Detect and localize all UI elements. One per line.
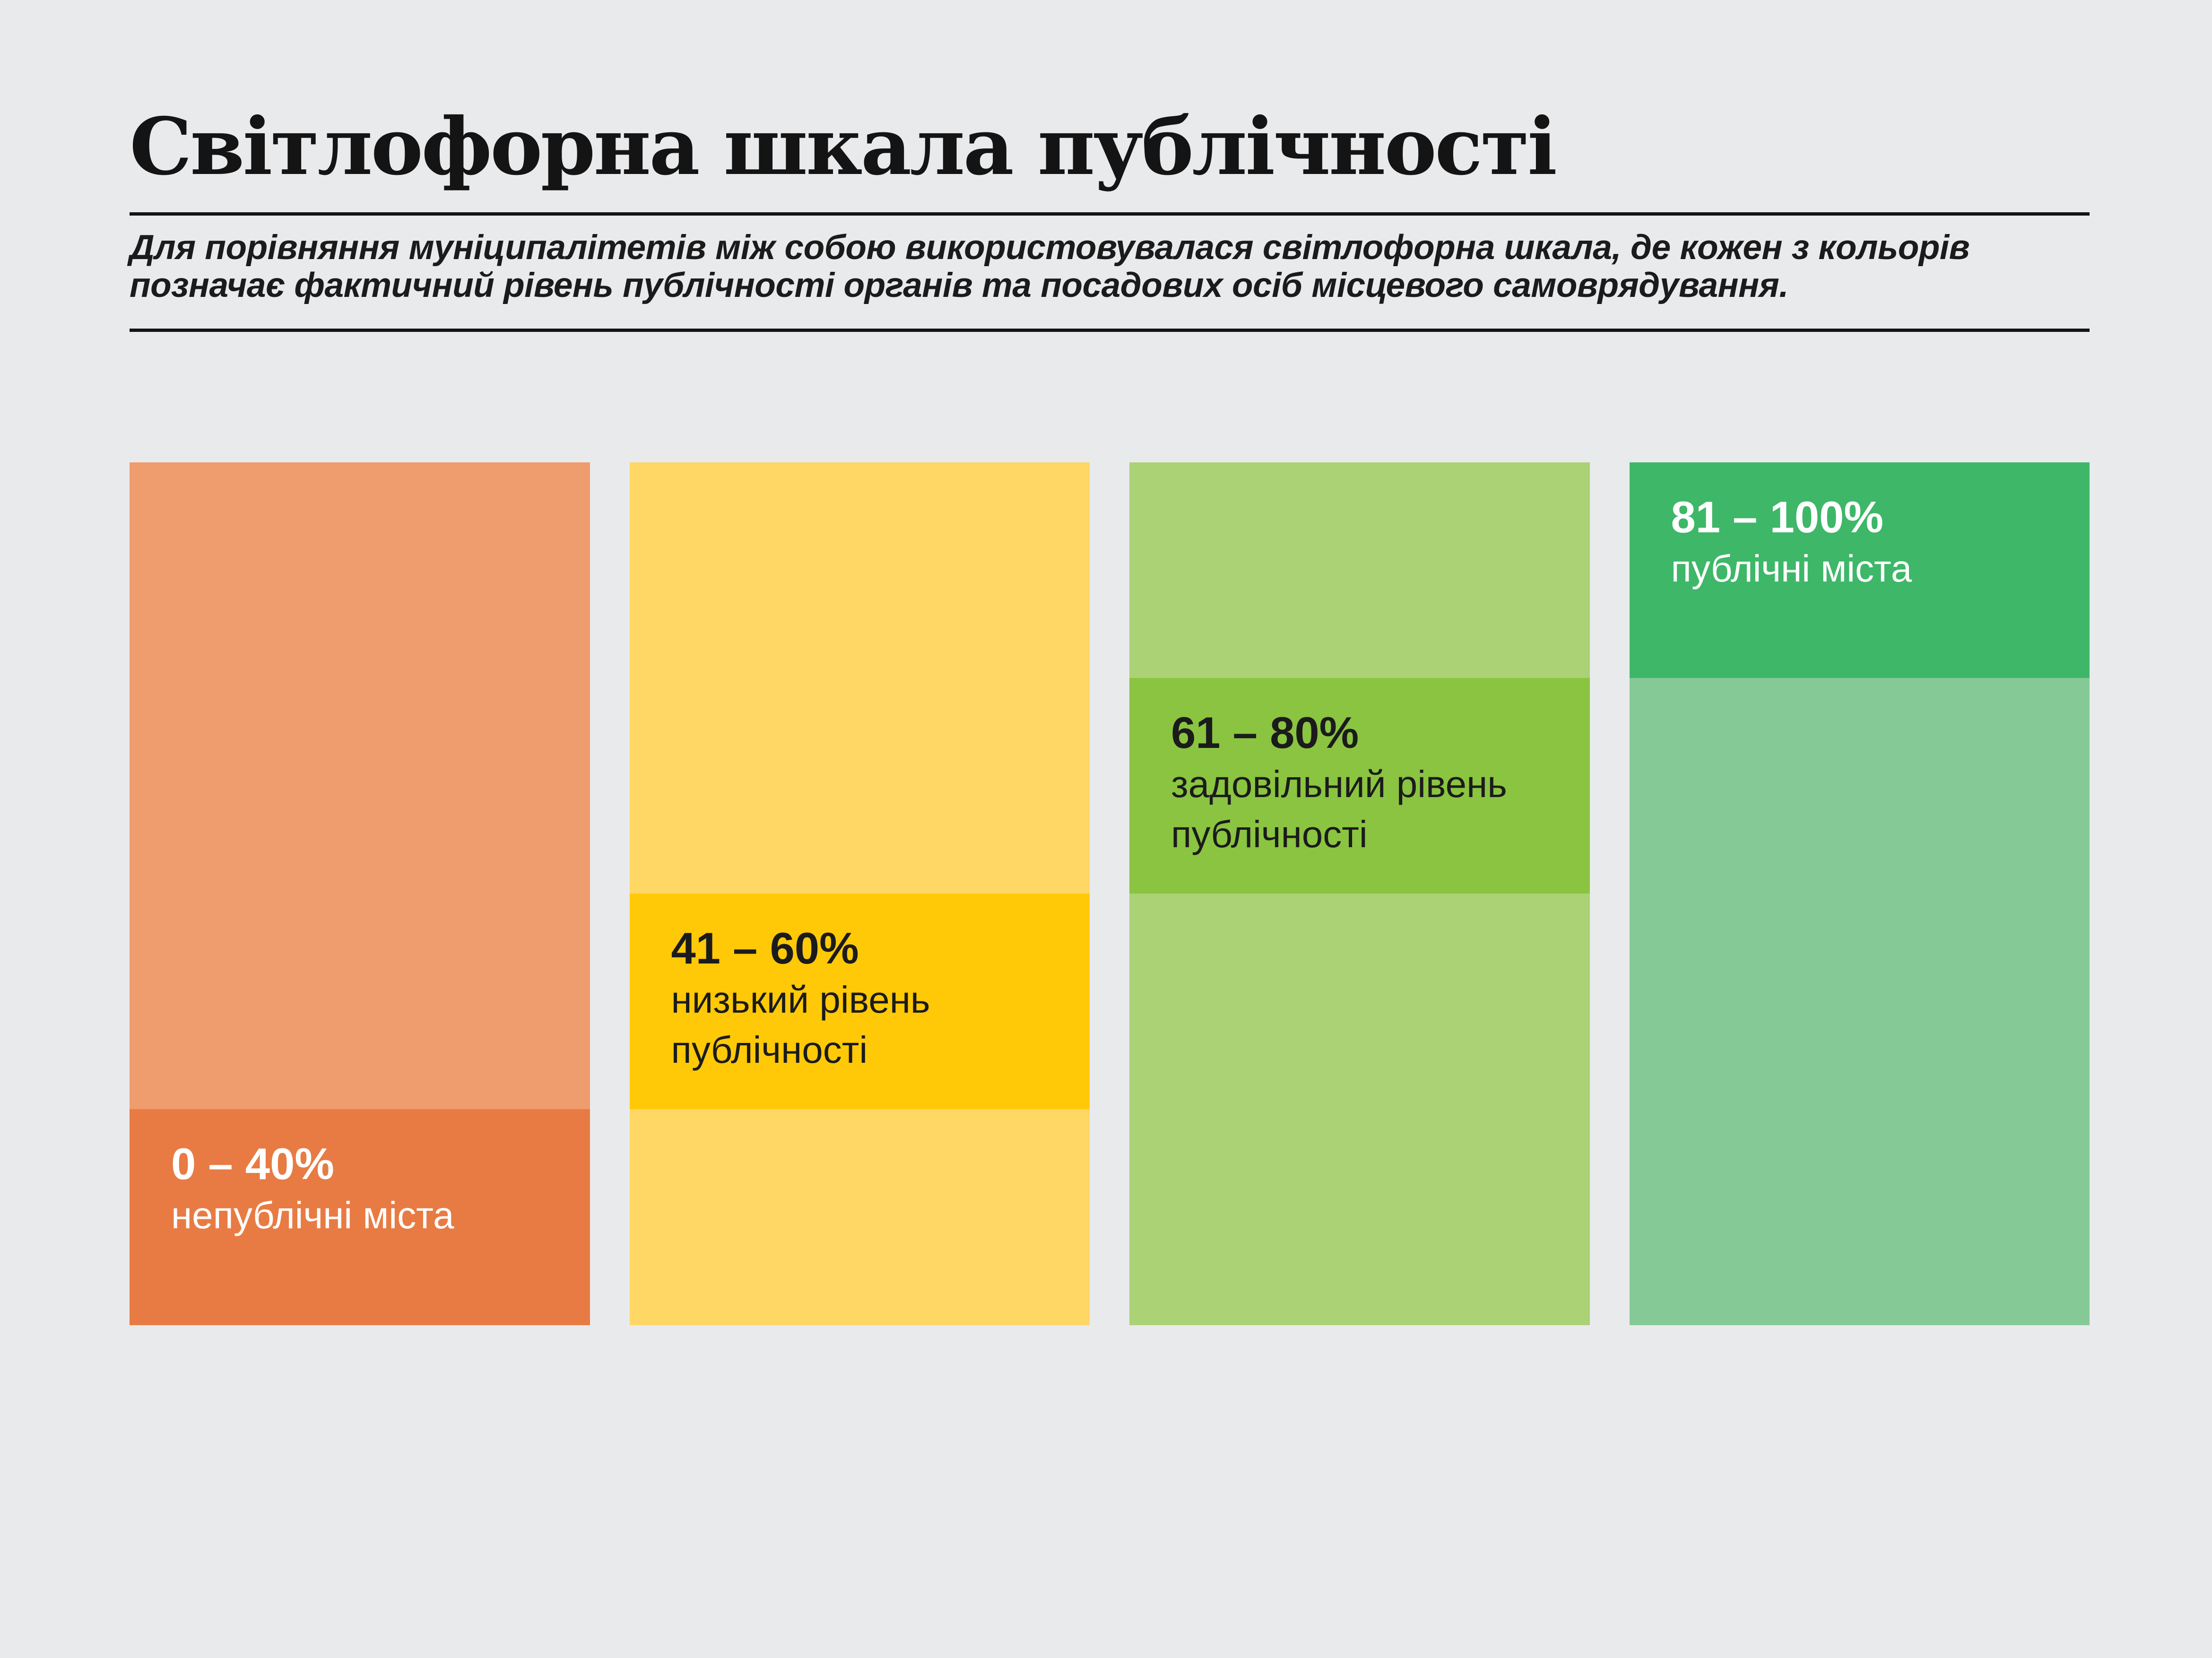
- range-label: непублічні міста: [171, 1194, 454, 1237]
- divider-bottom: [130, 328, 2090, 332]
- page-title: Світлофорна шкала публічності: [130, 101, 1557, 193]
- divider-top: [130, 212, 2090, 216]
- page-subtitle: Для порівняння муніципалітетів між собою…: [130, 228, 1970, 305]
- scale-column-green: 81 – 100% публічні міста: [1629, 462, 2090, 1325]
- range-label: публічні міста: [1671, 547, 1912, 590]
- range-label: задовільний рівень публічності: [1171, 763, 1507, 855]
- range-value: 41 – 60%: [671, 923, 859, 973]
- scale-band-yellow: 41 – 60% низький рівень публічності: [629, 894, 1090, 1110]
- range-value: 81 – 100%: [1671, 492, 1883, 542]
- scale-column-light-green: 61 – 80% задовільний рівень публічності: [1129, 462, 1590, 1325]
- scale-band-light-green: 61 – 80% задовільний рівень публічності: [1129, 677, 1590, 894]
- traffic-light-scale: 0 – 40% непублічні міста 41 – 60% низьки…: [130, 462, 2090, 1325]
- scale-column-red: 0 – 40% непублічні міста: [130, 462, 590, 1325]
- content-container: Світлофорна шкала публічності Для порівн…: [130, 0, 2090, 1325]
- range-value: 0 – 40%: [171, 1139, 334, 1189]
- scale-band-green: 81 – 100% публічні міста: [1629, 462, 2090, 678]
- range-value: 61 – 80%: [1171, 707, 1359, 757]
- scale-band-red: 0 – 40% непублічні міста: [130, 1109, 590, 1325]
- scale-column-yellow: 41 – 60% низький рівень публічності: [629, 462, 1090, 1325]
- range-label: низький рівень публічності: [671, 979, 930, 1071]
